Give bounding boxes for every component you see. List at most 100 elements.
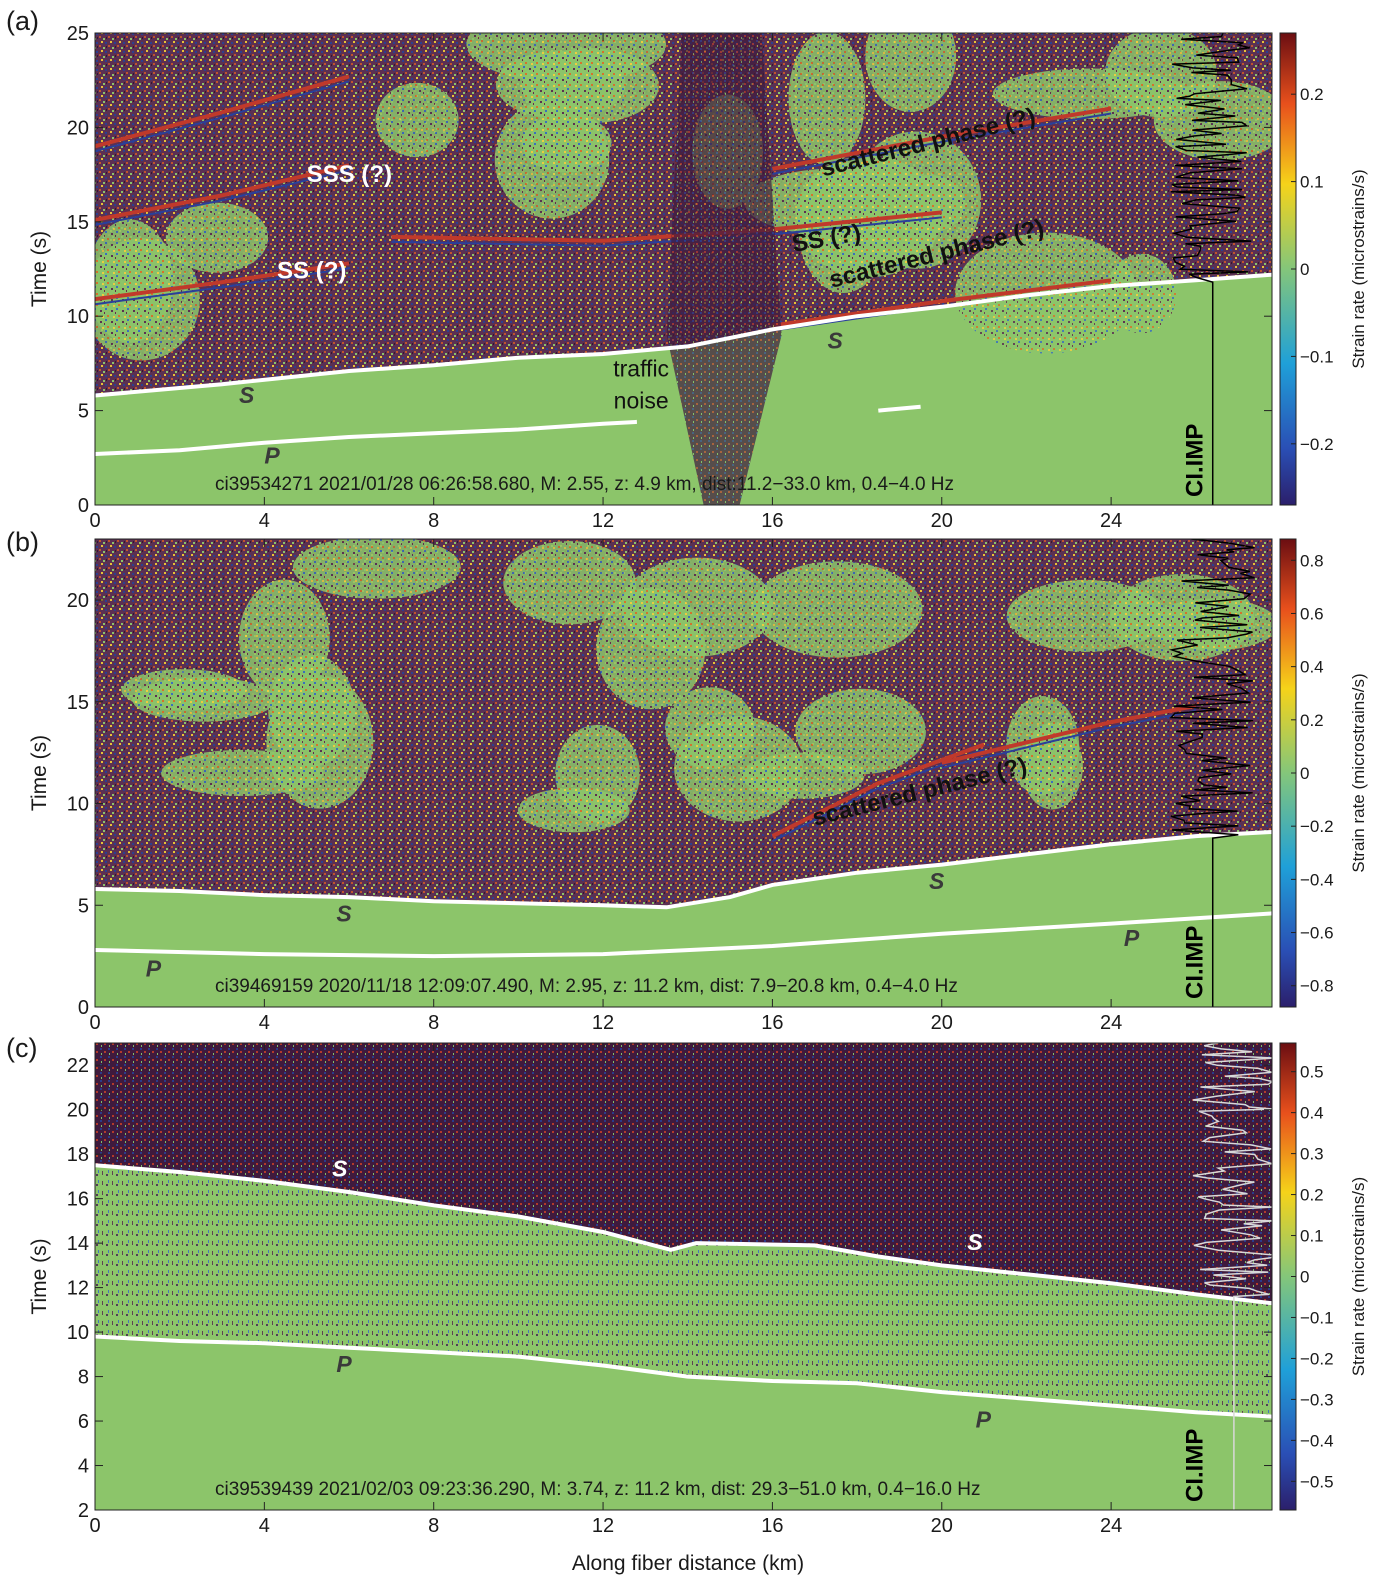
y-axis-label: Time (s): [28, 735, 51, 811]
event-caption: ci39539439 2021/02/03 09:23:36.290, M: 3…: [215, 1479, 980, 1500]
x-tick-label: 4: [259, 1012, 270, 1034]
x-tick-label: 12: [592, 1515, 614, 1537]
p-pick-fragment: [878, 404, 921, 413]
noise-patch: [132, 677, 277, 722]
x-tick-label: 4: [259, 1515, 270, 1537]
colorbar-tick-label: −0.6: [1300, 924, 1334, 943]
noise-patch: [992, 68, 1190, 119]
y-tick-label: 25: [67, 23, 89, 45]
colorbar-tick-label: 0: [1300, 764, 1309, 783]
phase-annotation-5: traffic: [613, 356, 669, 382]
noise-patch: [788, 33, 866, 166]
noise-patch: [466, 33, 667, 83]
phase-annotation-1: SS (?): [277, 257, 346, 284]
y-tick-label: 10: [67, 794, 89, 816]
phase-label-s-0: S: [239, 382, 255, 408]
noise-patch: [751, 561, 923, 658]
phase-label-p-2: P: [264, 442, 280, 468]
x-tick-label: 8: [428, 510, 439, 532]
station-label: CI.IMP: [1181, 926, 1208, 999]
noise-patch: [95, 238, 200, 361]
y-tick-label: 12: [67, 1278, 89, 1300]
colorbar-tick-label: −0.1: [1300, 347, 1334, 366]
noise-patch: [503, 540, 636, 625]
colorbar-tick-label: −0.1: [1300, 1308, 1334, 1327]
coherent-phase-shadow-1: [941, 709, 1196, 769]
coherent-phase-5: [772, 278, 1112, 328]
y-tick-label: 8: [78, 1367, 89, 1389]
x-tick-label: 20: [931, 1515, 953, 1537]
station-waveform: [1168, 539, 1255, 1007]
x-tick-label: 20: [931, 1012, 953, 1034]
event-caption: ci39534271 2021/01/28 06:26:58.680, M: 2…: [215, 474, 954, 495]
colorbar-label: Strain rate (microstrains/s): [1349, 169, 1368, 368]
station-waveform: [1170, 33, 1252, 505]
noise-patch: [674, 716, 803, 822]
colorbar-tick-label: −0.5: [1300, 1472, 1334, 1491]
y-tick-label: 0: [78, 997, 89, 1019]
colorbar-tick-label: 0.6: [1300, 604, 1324, 623]
p-pick-line: [95, 419, 638, 456]
y-tick-label: 6: [78, 1411, 89, 1433]
phase-label-p-3: P: [146, 955, 162, 981]
colorbar-tick-label: 0.2: [1300, 711, 1324, 730]
coherent-phase-shadow-0: [95, 267, 350, 306]
noise-patch: [375, 82, 459, 158]
station-label: CI.IMP: [1181, 424, 1208, 497]
y-tick-label: 2: [78, 1500, 89, 1522]
colorbar-tick-label: −0.2: [1300, 435, 1334, 454]
coherent-phase-0: [95, 261, 350, 302]
event-caption: ci39469159 2020/11/18 12:09:07.490, M: 2…: [215, 976, 958, 997]
y-tick-label: 5: [78, 895, 89, 917]
x-tick-label: 0: [89, 510, 100, 532]
x-tick-label: 16: [761, 510, 783, 532]
coherent-phase-1: [941, 703, 1197, 765]
p-pick-line: [95, 1334, 1272, 1419]
y-axis-label: Time (s): [28, 231, 51, 307]
colorbar-tick-label: 0.1: [1300, 173, 1324, 192]
phase-label-s-1: S: [967, 1229, 983, 1255]
phase-label-s-1: S: [929, 868, 945, 894]
coherent-phase-4: [772, 106, 1112, 171]
phase-label-p-2: P: [1124, 925, 1140, 951]
phase-label-p-3: P: [976, 1407, 992, 1433]
panel-label: (b): [6, 527, 39, 557]
noise-patch: [521, 113, 612, 173]
phase-annotation-6: noise: [614, 388, 669, 414]
station-label: CI.IMP: [1181, 1429, 1208, 1502]
axes-frame: [94, 538, 1273, 1008]
s-pick-line: [95, 830, 1272, 910]
y-tick-label: 22: [67, 1055, 89, 1077]
x-tick-label: 24: [1100, 1012, 1122, 1034]
x-tick-label: 12: [592, 1012, 614, 1034]
y-tick-label: 20: [67, 1100, 89, 1122]
noise-patch: [865, 33, 957, 112]
noise-patch: [795, 688, 926, 775]
colorbar-tick-label: 0.5: [1300, 1063, 1324, 1082]
axes-frame: [94, 32, 1273, 506]
station-waveform: [1192, 1043, 1272, 1510]
phase-label-s-0: S: [336, 901, 352, 927]
post-s-coda-region: [95, 1043, 1272, 1304]
coherent-phase-shadow-2: [95, 80, 350, 153]
phase-annotation-0: SSS (?): [307, 161, 392, 188]
colorbar-tick-label: 0.8: [1300, 551, 1324, 570]
y-tick-label: 16: [67, 1189, 89, 1211]
colorbar-tick-label: −0.2: [1300, 817, 1334, 836]
plot-area: CI.IMP S S P P: [95, 1043, 1272, 1510]
noise-patch: [239, 579, 330, 697]
coherent-phase-1: [95, 163, 350, 222]
colorbar-tick-label: 0: [1300, 260, 1309, 279]
colorbar-tick-label: 0.3: [1300, 1145, 1324, 1164]
phase-label-s-1: S: [827, 327, 843, 353]
noise-patch: [1006, 696, 1080, 796]
colorbar-label: Strain rate (microstrains/s): [1349, 673, 1368, 872]
noise-patch: [266, 675, 374, 809]
x-tick-label: 8: [428, 1515, 439, 1537]
x-tick-label: 24: [1100, 510, 1122, 532]
y-tick-label: 20: [67, 117, 89, 139]
